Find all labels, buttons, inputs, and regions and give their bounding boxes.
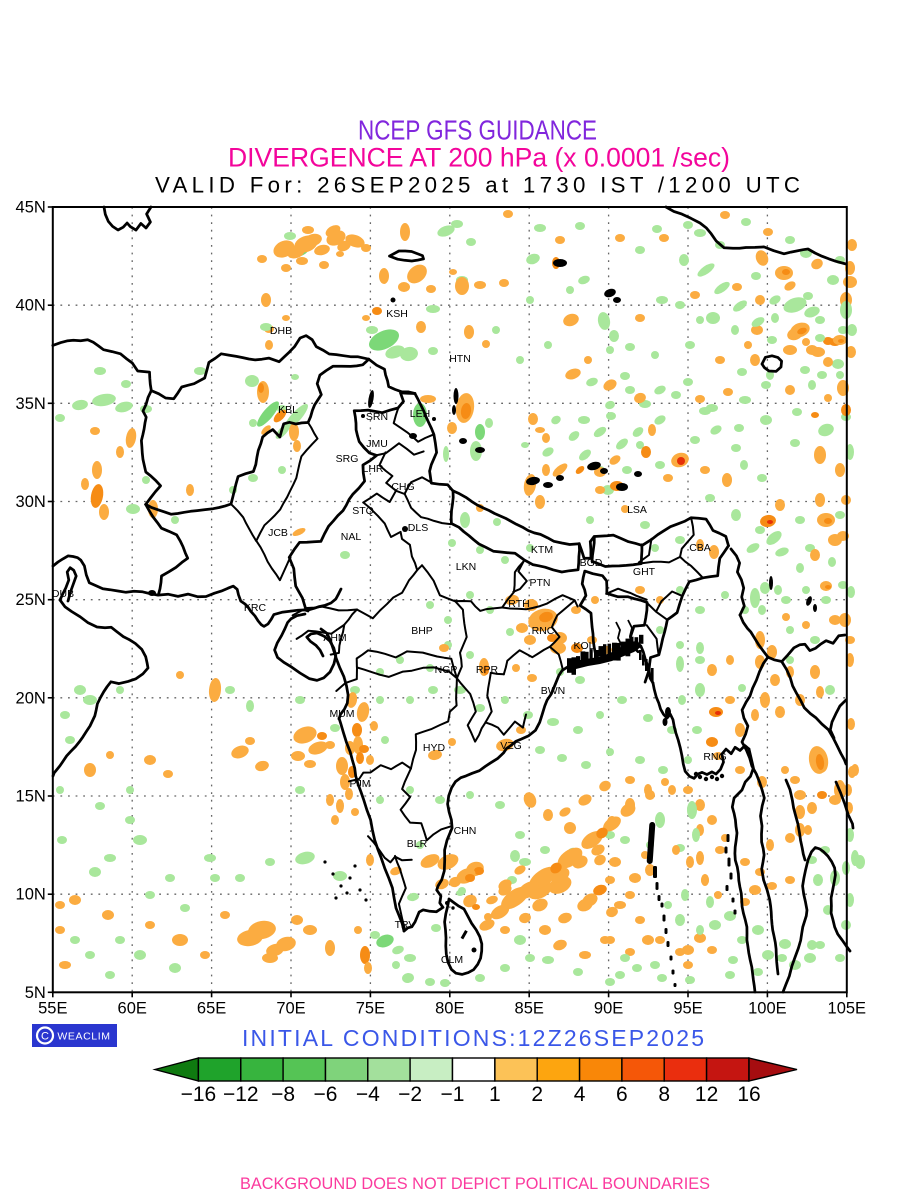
svg-text:VZG: VZG <box>500 740 522 752</box>
svg-text:CLM: CLM <box>441 954 463 966</box>
svg-text:85E: 85E <box>515 999 544 1017</box>
svg-text:NGP: NGP <box>435 664 458 676</box>
svg-text:45N: 45N <box>16 199 46 217</box>
svg-text:KOL: KOL <box>573 640 594 652</box>
svg-text:8: 8 <box>658 1083 670 1106</box>
svg-text:LSA: LSA <box>627 504 647 516</box>
svg-text:KRC: KRC <box>244 602 267 614</box>
svg-text:BWN: BWN <box>541 685 566 697</box>
svg-text:RNC: RNC <box>532 625 555 637</box>
svg-text:BGD: BGD <box>580 557 603 569</box>
svg-text:100E: 100E <box>748 999 787 1017</box>
svg-text:−6: −6 <box>314 1083 338 1106</box>
svg-text:GHT: GHT <box>633 566 656 578</box>
svg-text:BACKGROUND DOES NOT DEPICT POL: BACKGROUND DOES NOT DEPICT POLITICAL BOU… <box>240 1174 710 1193</box>
svg-text:PTN: PTN <box>530 577 551 589</box>
svg-text:15N: 15N <box>16 788 46 806</box>
svg-text:MUM: MUM <box>329 708 354 720</box>
svg-text:40N: 40N <box>16 297 46 315</box>
svg-text:−12: −12 <box>223 1083 259 1106</box>
svg-text:PJM: PJM <box>350 778 371 790</box>
svg-text:LKN: LKN <box>456 561 476 573</box>
svg-text:12: 12 <box>695 1083 718 1106</box>
svg-text:DHB: DHB <box>270 325 292 337</box>
svg-text:30N: 30N <box>16 493 46 511</box>
svg-text:NAL: NAL <box>341 531 362 543</box>
svg-text:65E: 65E <box>197 999 226 1017</box>
svg-text:−2: −2 <box>398 1083 422 1106</box>
svg-text:CHN: CHN <box>454 825 477 837</box>
svg-text:−1: −1 <box>441 1083 465 1106</box>
svg-text:SRG: SRG <box>336 453 359 465</box>
svg-text:BHP: BHP <box>411 625 433 637</box>
svg-text:RNG: RNG <box>703 751 726 763</box>
svg-text:HYD: HYD <box>423 742 446 754</box>
svg-text:RTH: RTH <box>508 598 529 610</box>
svg-text:80E: 80E <box>435 999 464 1017</box>
svg-text:−4: −4 <box>356 1083 380 1106</box>
svg-text:HTN: HTN <box>449 353 471 365</box>
svg-text:KSH: KSH <box>386 308 408 320</box>
svg-text:10N: 10N <box>16 886 46 904</box>
svg-text:NCEP GFS GUIDANCE: NCEP GFS GUIDANCE <box>358 115 597 146</box>
svg-text:STQ: STQ <box>352 505 374 517</box>
svg-text:DIVERGENCE AT 200 hPa (x 0.000: DIVERGENCE AT 200 hPa (x 0.0001 /sec) <box>228 143 730 173</box>
svg-text:60E: 60E <box>118 999 147 1017</box>
svg-text:AHM: AHM <box>323 632 346 644</box>
svg-text:BLR: BLR <box>407 838 428 850</box>
svg-text:35N: 35N <box>16 395 46 413</box>
svg-text:C: C <box>41 1031 49 1043</box>
svg-text:95E: 95E <box>673 999 702 1017</box>
svg-text:LHR: LHR <box>362 463 383 475</box>
svg-text:90E: 90E <box>594 999 623 1017</box>
svg-text:6: 6 <box>616 1083 628 1106</box>
svg-text:16: 16 <box>737 1083 760 1106</box>
svg-text:5N: 5N <box>25 984 46 1002</box>
svg-text:75E: 75E <box>356 999 385 1017</box>
svg-text:25N: 25N <box>16 591 46 609</box>
svg-text:KBL: KBL <box>278 404 298 416</box>
svg-text:20N: 20N <box>16 689 46 707</box>
svg-text:70E: 70E <box>276 999 305 1017</box>
svg-text:4: 4 <box>574 1083 586 1106</box>
svg-text:WEACLIM: WEACLIM <box>57 1031 110 1043</box>
svg-text:DUB: DUB <box>52 588 74 600</box>
svg-text:JMU: JMU <box>366 438 388 450</box>
svg-text:LEH: LEH <box>410 408 430 420</box>
svg-text:SRN: SRN <box>366 411 388 423</box>
svg-text:RPR: RPR <box>476 664 499 676</box>
svg-text:TRV: TRV <box>395 919 416 931</box>
svg-text:105E: 105E <box>828 999 867 1017</box>
svg-text:CHG: CHG <box>391 481 414 493</box>
svg-text:−16: −16 <box>181 1083 217 1106</box>
svg-text:INITIAL CONDITIONS:12Z26SEP202: INITIAL CONDITIONS:12Z26SEP2025 <box>242 1025 704 1051</box>
svg-text:55E: 55E <box>38 999 67 1017</box>
svg-text:CBA: CBA <box>689 542 711 554</box>
svg-text:VALID For: 26SEP2025 at 1730 I: VALID For: 26SEP2025 at 1730 IST /1200 U… <box>155 172 800 197</box>
svg-text:JCB: JCB <box>268 527 288 539</box>
svg-text:−8: −8 <box>271 1083 295 1106</box>
svg-text:KTM: KTM <box>531 544 553 556</box>
svg-text:2: 2 <box>531 1083 543 1106</box>
svg-text:1: 1 <box>489 1083 501 1106</box>
svg-text:DLS: DLS <box>408 522 428 534</box>
